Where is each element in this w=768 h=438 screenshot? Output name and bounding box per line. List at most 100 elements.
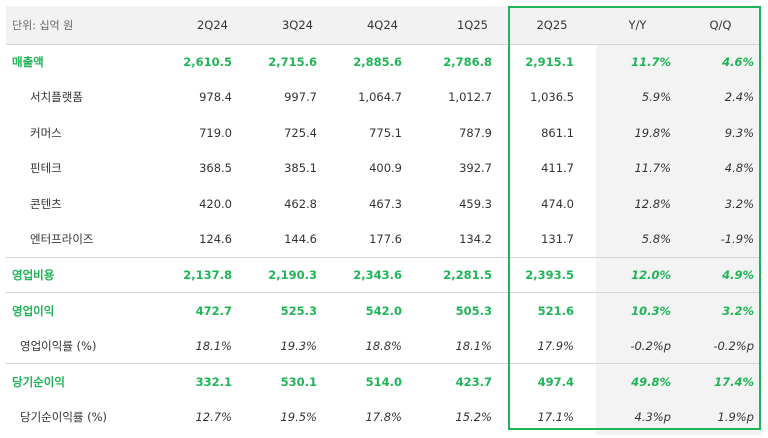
column-header: 3Q24 [281,17,313,32]
value-cell: 12.7% [195,409,232,424]
column-header: 4Q24 [366,17,398,32]
column-header-yy: Y/Y [628,17,647,32]
qq-change-cell: 3.2% [679,292,762,328]
qq-change-cell: 4.6% [679,43,762,80]
qq-change-cell: 1.9%p [679,399,762,435]
value-cell: 18.1% [195,338,232,353]
qq-change-cell: -0.2%p [679,328,762,364]
table-row: 당기순이익 332.1 530.1 514.0 423.7 497.4 49.8% 17.4% [6,363,762,399]
yy-change-cell: 4.3%p [596,399,679,435]
value-cell: 725.4 [284,125,317,140]
value-cell: 19.5% [280,409,317,424]
yy-change-cell: 12.8% [596,186,679,222]
qq-change-cell: 4.9% [679,256,762,293]
value-cell: 2,343.6 [333,256,418,293]
value-cell: 2,610.5 [161,43,248,80]
table-row: 커머스 719.0 725.4 775.1 787.9 861.1 19.8% 9.3% [6,115,762,151]
current-quarter-cell: 861.1 [541,125,574,140]
qq-change-cell: -1.9% [679,221,762,257]
value-cell: 144.6 [284,232,317,246]
table-row: 엔터프라이즈 124.6 144.6 177.6 134.2 131.7 5.8% -1.9% [6,221,762,257]
table-row: 서치플랫폼 978.4 997.7 1,064.7 1,012.7 1,036.5 5.9%… [6,79,762,115]
value-cell: 775.1 [369,125,402,140]
column-header: 2Q24 [196,17,228,32]
value-cell: 472.7 [161,292,248,328]
value-cell: 997.7 [284,90,317,105]
value-cell: 1,012.7 [448,90,492,105]
value-cell: 420.0 [199,196,232,211]
yy-change-cell: 11.7% [596,150,679,186]
value-cell: 2,190.3 [248,256,333,293]
current-quarter-cell: 1,036.5 [530,90,574,105]
value-cell: 467.3 [369,196,402,211]
financial-summary-table: 단위: 십억 원 2Q24 3Q24 4Q24 1Q25 2Q25 Y/Y Q/… [6,6,762,435]
row-label: 당기순이익 [6,363,161,399]
table-row: 영업비용 2,137.8 2,190.3 2,343.6 2,281.5 2,393.5 1… [6,256,762,293]
value-cell: 124.6 [199,232,232,246]
qq-change-cell: 4.8% [679,150,762,186]
column-header: 1Q25 [456,17,488,32]
column-header-current: 2Q25 [536,17,568,32]
yy-change-cell: 19.8% [596,115,679,151]
current-quarter-cell: 131.7 [541,232,574,246]
unit-label: 단위: 십억 원 [12,18,74,32]
table-body: 매출액 2,610.5 2,715.6 2,885.6 2,786.8 2,915.1 11… [6,43,762,435]
table-row: 영업이익 472.7 525.3 542.0 505.3 521.6 10.3% 3.2% [6,292,762,328]
table-row: 콘텐츠 420.0 462.8 467.3 459.3 474.0 12.8% 3.2% [6,186,762,222]
value-cell: 719.0 [199,125,232,140]
yy-change-cell: -0.2%p [596,328,679,364]
qq-change-cell: 2.4% [679,79,762,115]
value-cell: 462.8 [284,196,317,211]
value-cell: 505.3 [418,292,508,328]
current-quarter-cell: 521.6 [508,292,596,328]
table-row: 핀테크 368.5 385.1 400.9 392.7 411.7 11.7% 4.8% [6,150,762,186]
row-label: 영업비용 [6,256,161,293]
value-cell: 134.2 [459,232,492,246]
value-cell: 19.3% [280,338,317,353]
current-quarter-cell: 17.1% [537,409,574,424]
table-row: 영업이익률 (%) 18.1% 19.3% 18.8% 18.1% 17.9% -0.2%p… [6,328,762,364]
row-label: 콘텐츠 [30,196,62,211]
current-quarter-cell: 411.7 [541,161,574,176]
value-cell: 423.7 [418,363,508,399]
value-cell: 15.2% [455,409,492,424]
yy-change-cell: 11.7% [596,43,679,80]
yy-change-cell: 10.3% [596,292,679,328]
value-cell: 2,715.6 [248,43,333,80]
row-label: 영업이익 [6,292,161,328]
current-quarter-cell: 17.9% [537,338,574,353]
yy-change-cell: 49.8% [596,363,679,399]
value-cell: 2,137.8 [161,256,248,293]
row-label: 커머스 [30,125,62,140]
header-row: 단위: 십억 원 2Q24 3Q24 4Q24 1Q25 2Q25 Y/Y Q/… [6,6,762,44]
value-cell: 514.0 [333,363,418,399]
current-quarter-cell: 497.4 [508,363,596,399]
value-cell: 17.8% [365,409,402,424]
value-cell: 978.4 [199,90,232,105]
value-cell: 18.8% [365,338,402,353]
column-header-qq: Q/Q [709,17,732,32]
value-cell: 332.1 [161,363,248,399]
qq-change-cell: 17.4% [679,363,762,399]
value-cell: 177.6 [369,232,402,246]
row-label: 핀테크 [30,161,62,176]
current-quarter-cell: 2,393.5 [508,256,596,293]
row-label: 엔터프라이즈 [30,232,94,246]
row-label: 당기순이익률 (%) [20,409,108,424]
qq-change-cell: 3.2% [679,186,762,222]
value-cell: 392.7 [459,161,492,176]
table-row: 당기순이익률 (%) 12.7% 19.5% 17.8% 15.2% 17.1% 4.3%p… [6,399,762,435]
value-cell: 368.5 [199,161,232,176]
value-cell: 2,786.8 [418,43,508,80]
table-row: 매출액 2,610.5 2,715.6 2,885.6 2,786.8 2,915.1 11… [6,43,762,80]
value-cell: 530.1 [248,363,333,399]
yy-change-cell: 5.8% [596,221,679,257]
value-cell: 1,064.7 [358,90,402,105]
row-label: 영업이익률 (%) [20,338,97,353]
value-cell: 787.9 [459,125,492,140]
qq-change-cell: 9.3% [679,115,762,151]
value-cell: 385.1 [284,161,317,176]
value-cell: 18.1% [455,338,492,353]
row-label: 서치플랫폼 [30,90,83,105]
